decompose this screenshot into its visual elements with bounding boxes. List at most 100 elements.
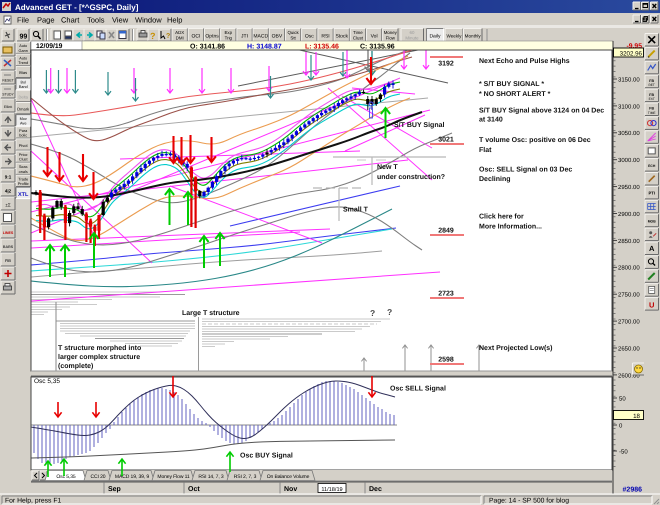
svg-text:?: ? (370, 308, 375, 318)
svg-text:Mov: Mov (20, 117, 27, 121)
svg-text:MACD 19, 39, 9: MACD 19, 39, 9 (115, 474, 149, 480)
svg-text:L: 3135.46: L: 3135.46 (305, 43, 339, 50)
svg-text:On Balance Volume: On Balance Volume (267, 474, 310, 480)
svg-text:BARS: BARS (3, 245, 14, 249)
svg-text:Window: Window (135, 16, 162, 25)
svg-text:-9.95: -9.95 (627, 43, 643, 50)
svg-text:Auto: Auto (19, 44, 27, 48)
svg-text:Dec: Dec (369, 486, 382, 493)
svg-text:3202.96: 3202.96 (620, 50, 643, 57)
svg-text:#2986: #2986 (623, 487, 643, 494)
svg-text:Trade: Trade (18, 177, 28, 181)
svg-text:FB: FB (649, 79, 654, 83)
svg-text:CCI 20: CCI 20 (91, 474, 106, 480)
svg-text:Bias: Bias (19, 70, 27, 75)
svg-text:Optns: Optns (205, 34, 219, 40)
svg-text:larger complex structure: larger complex structure (58, 353, 140, 361)
svg-text:2849: 2849 (438, 228, 454, 235)
svg-text:3192: 3192 (438, 61, 454, 68)
svg-text:(complete): (complete) (58, 362, 93, 370)
svg-text:A: A (649, 244, 655, 253)
svg-text:3150.00: 3150.00 (618, 76, 640, 83)
svg-text:Exp: Exp (225, 30, 233, 35)
svg-text:H: 3148.87: H: 3148.87 (247, 43, 282, 50)
svg-text:Band: Band (19, 85, 28, 89)
svg-text:Auto: Auto (19, 56, 27, 60)
svg-text:Minute: Minute (405, 35, 419, 40)
svg-text:Flat: Flat (479, 146, 492, 154)
svg-text:OBV: OBV (272, 34, 283, 40)
svg-text:Money: Money (384, 30, 398, 35)
svg-text:12/09/19: 12/09/19 (36, 43, 63, 50)
svg-text:For Help, press F1: For Help, press F1 (5, 498, 61, 505)
svg-text:Para: Para (19, 129, 28, 133)
svg-text:ADX: ADX (175, 30, 184, 35)
svg-text:?: ? (166, 33, 170, 40)
svg-text:Chart: Chart (61, 16, 80, 25)
svg-text:Osc: Osc (305, 34, 314, 40)
svg-text:Flow: Flow (386, 35, 396, 40)
svg-text:3050.00: 3050.00 (618, 130, 640, 137)
svg-text:Daily: Daily (429, 34, 441, 40)
svg-text:OCI: OCI (191, 34, 200, 40)
svg-text:Monthly: Monthly (465, 34, 482, 39)
svg-text:2750.00: 2750.00 (618, 292, 640, 299)
svg-text:Price: Price (19, 153, 28, 157)
svg-text:Ave: Ave (20, 121, 26, 125)
svg-text:2650.00: 2650.00 (618, 345, 640, 352)
svg-text:Dmark: Dmark (17, 107, 29, 112)
svg-text:9:1: 9:1 (5, 175, 12, 180)
svg-text:50: 50 (619, 395, 626, 402)
svg-text:Tools: Tools (87, 16, 105, 25)
svg-text:11/18/19: 11/18/19 (321, 486, 342, 493)
svg-text:MACD: MACD (253, 34, 268, 40)
svg-text:Delta: Delta (19, 94, 29, 99)
svg-text:RSI 2, 7, 3: RSI 2, 7, 3 (234, 474, 257, 480)
svg-text:99: 99 (20, 34, 28, 41)
svg-text:Advanced GET - [*^GSPC, Daily]: Advanced GET - [*^GSPC, Daily] (15, 3, 139, 12)
svg-text:Osc 5,35: Osc 5,35 (56, 474, 76, 480)
svg-text:2950.00: 2950.00 (618, 184, 640, 191)
svg-text:FB: FB (649, 93, 654, 97)
svg-text:XTL: XTL (18, 192, 29, 198)
svg-text:S/T BUY Signal: S/T BUY Signal (394, 121, 444, 129)
svg-text:2600.00: 2600.00 (618, 372, 640, 379)
svg-text:LINES: LINES (3, 231, 14, 235)
svg-text:2900.00: 2900.00 (618, 211, 640, 218)
svg-text:TIME: TIME (648, 111, 656, 115)
svg-text:RESET: RESET (2, 79, 13, 83)
svg-text:-50: -50 (619, 448, 628, 455)
svg-text:* S/T BUY SIGNAL *: * S/T BUY SIGNAL * (479, 80, 544, 88)
svg-text:Clust: Clust (353, 35, 364, 40)
svg-text:Quick: Quick (287, 30, 299, 35)
svg-text:STUDY: STUDY (2, 93, 14, 97)
svg-text:FIB: FIB (5, 259, 11, 263)
svg-text:bolic: bolic (19, 134, 27, 138)
svg-text:Trig: Trig (225, 35, 233, 40)
svg-text:?: ? (150, 31, 156, 41)
svg-text:onals: onals (19, 170, 28, 174)
svg-text:DMI: DMI (176, 35, 184, 40)
svg-text:3100.00: 3100.00 (618, 103, 640, 110)
svg-text:2800.00: 2800.00 (618, 265, 640, 272)
svg-text:3000.00: 3000.00 (618, 157, 640, 164)
svg-text:Seas: Seas (19, 165, 28, 169)
svg-text:?: ? (387, 307, 392, 317)
svg-text:EXT: EXT (649, 97, 655, 101)
svg-text:Page: Page (37, 16, 55, 25)
svg-text:±Σ: ±Σ (5, 203, 10, 208)
svg-text:0: 0 (619, 422, 623, 429)
svg-text:Weekly: Weekly (447, 34, 463, 39)
svg-text:Next Projected Low(s): Next Projected Low(s) (479, 344, 553, 352)
svg-text:Time: Time (353, 30, 363, 35)
svg-text:Pivot: Pivot (19, 143, 29, 148)
svg-text:Gann: Gann (19, 49, 28, 53)
svg-text:ECH: ECH (648, 164, 656, 168)
svg-text:Oct: Oct (188, 486, 200, 493)
svg-text:Clust: Clust (19, 158, 29, 162)
svg-text:Sep: Sep (108, 486, 121, 493)
svg-text:Next Echo and Pulse Highs: Next Echo and Pulse Highs (479, 57, 570, 65)
svg-text:RSI: RSI (321, 34, 329, 40)
svg-text:O: 3141.86: O: 3141.86 (190, 43, 225, 50)
svg-text:Osc BUY Signal: Osc BUY Signal (240, 452, 293, 460)
